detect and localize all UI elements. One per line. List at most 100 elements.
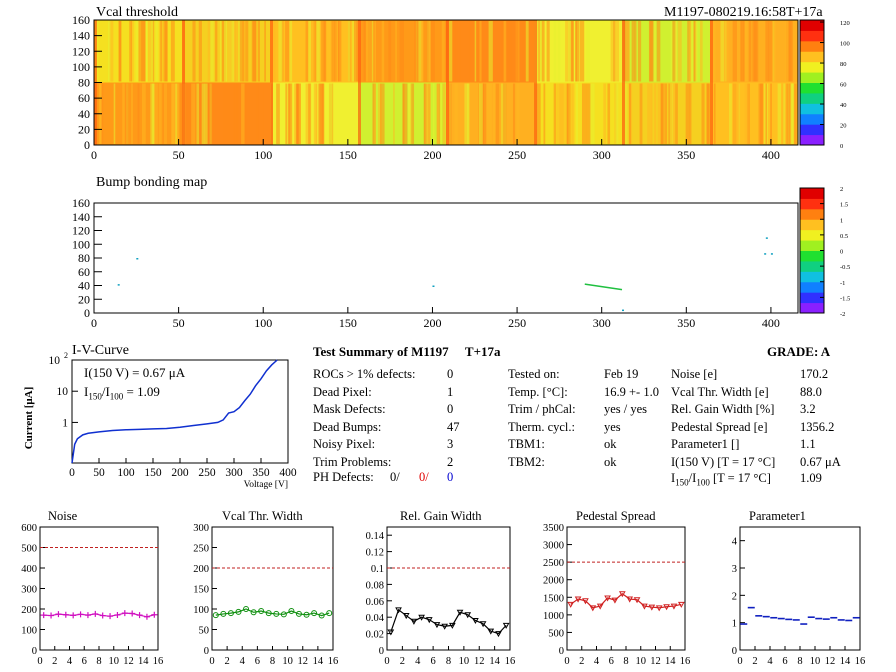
small-x-tick-label: 6 xyxy=(782,656,787,667)
data-point xyxy=(456,609,464,616)
bump-palette-swatch xyxy=(800,240,824,251)
pixel-texture xyxy=(505,21,507,82)
summary-left-row: Dead Pixel: 1 xyxy=(313,384,463,402)
pixel-texture xyxy=(313,83,318,144)
bump-palette-swatch xyxy=(800,260,824,272)
summary-right-label: Pedestal Spread [e] xyxy=(671,419,768,434)
pixel-texture xyxy=(693,21,696,82)
summary-left-label: Mask Defects: xyxy=(313,402,386,417)
palette-tick-label: 0.5 xyxy=(840,233,848,240)
small-x-tick-label: 8 xyxy=(446,656,451,667)
pixel-texture xyxy=(418,21,422,82)
small-y-tick-label: 3000 xyxy=(543,541,564,552)
pixel-texture xyxy=(337,21,340,82)
pixel-texture xyxy=(744,21,748,82)
palette-tick-label: -2 xyxy=(840,311,845,318)
pixel-texture xyxy=(791,83,794,144)
x-tick-label: 200 xyxy=(423,148,441,162)
small-y-tick-label: 250 xyxy=(193,544,209,555)
small-x-tick-label: 12 xyxy=(474,656,485,667)
summary-left-row: ROCs > 1% defects: 0 xyxy=(313,366,463,384)
pixel-texture xyxy=(371,21,374,82)
series-line xyxy=(570,593,682,609)
x-tick-label: 300 xyxy=(593,148,611,162)
x-tick-label: 150 xyxy=(339,316,357,330)
x-tick-label: 150 xyxy=(339,148,357,162)
summary-left-value: 1 xyxy=(447,384,454,399)
pixel-texture xyxy=(262,83,265,144)
pixel-texture xyxy=(758,83,763,144)
summary-middle-value: yes / yes xyxy=(604,402,648,417)
summary-middle-label: Tested on: xyxy=(508,367,560,381)
small-y-tick-label: 0.1 xyxy=(371,564,384,575)
pixel-texture xyxy=(455,21,458,82)
pixel-texture xyxy=(356,21,359,82)
data-point xyxy=(633,597,641,604)
series-line xyxy=(390,608,507,635)
small-x-tick-label: 14 xyxy=(665,656,676,667)
data-point xyxy=(62,611,69,618)
palette-tick-label: 20 xyxy=(840,123,847,130)
pixel-texture xyxy=(288,83,293,144)
pixel-texture xyxy=(448,21,453,82)
y-tick-label: 0 xyxy=(84,306,90,320)
summary-tag: T+17a xyxy=(464,344,501,359)
small-y-tick-label: 100 xyxy=(193,605,209,616)
pixel-texture xyxy=(649,21,654,82)
data-point xyxy=(107,613,114,620)
pixel-texture xyxy=(586,21,591,82)
pixel-texture xyxy=(479,21,482,82)
pixel-texture xyxy=(109,21,114,82)
small-x-tick-label: 2 xyxy=(52,656,57,667)
data-point xyxy=(258,608,265,615)
pixel-texture xyxy=(298,83,301,144)
pixel-texture xyxy=(610,21,614,82)
pixel-texture xyxy=(674,83,678,144)
pixel-texture xyxy=(210,83,214,144)
summary-middle-row: Therm. cycl.: yes xyxy=(508,419,668,437)
small-x-tick-label: 6 xyxy=(255,656,260,667)
small-x-tick-label: 0 xyxy=(737,656,742,667)
pixel-texture xyxy=(613,21,616,82)
pixel-texture xyxy=(615,83,619,144)
pixel-texture xyxy=(793,83,797,144)
pixel-texture xyxy=(654,83,657,144)
bump-map-bg xyxy=(94,203,798,313)
y-tick-label: 20 xyxy=(78,122,90,136)
data-point xyxy=(136,612,143,619)
data-point xyxy=(479,621,487,628)
small-y-tick-label: 600 xyxy=(21,523,37,534)
palette-tick-label: 100 xyxy=(840,41,850,48)
vcal-palette-swatch xyxy=(800,134,824,146)
pixel-texture xyxy=(305,83,310,144)
pixel-texture xyxy=(441,21,445,82)
pixel-texture xyxy=(481,83,487,144)
pixel-texture xyxy=(504,21,506,82)
summary-right-value: 88.0 xyxy=(800,384,822,399)
pixel-texture xyxy=(337,21,342,82)
x-tick-label: 50 xyxy=(173,316,185,330)
iv-note-ratio: I150/I100 = 1.09 xyxy=(84,384,160,402)
pixel-texture xyxy=(393,83,395,144)
iv-x-tick-label: 200 xyxy=(171,467,189,479)
defect-pixel xyxy=(622,309,624,312)
pixel-texture xyxy=(244,21,249,82)
pixel-texture xyxy=(492,83,496,144)
palette-tick-label: 2 xyxy=(840,186,843,193)
data-point xyxy=(464,612,472,619)
pixel-texture xyxy=(289,21,293,82)
pixel-texture xyxy=(777,83,781,144)
pixel-texture xyxy=(101,83,104,144)
y-tick-label: 100 xyxy=(72,237,90,251)
small-plot-frame xyxy=(211,526,334,651)
small-x-tick-label: 4 xyxy=(67,656,73,667)
pixel-texture xyxy=(201,83,205,144)
pixel-texture xyxy=(553,21,557,82)
summary-middle-row: Temp. [°C]: 16.9 +- 1.0 xyxy=(508,384,668,402)
pixel-texture xyxy=(219,21,222,82)
small-y-tick-label: 0 xyxy=(732,646,737,657)
vcal-palette-swatch xyxy=(800,72,824,83)
roc-edge xyxy=(182,20,185,83)
vcal-palette-swatch xyxy=(800,82,824,94)
small-x-tick-label: 6 xyxy=(609,656,614,667)
